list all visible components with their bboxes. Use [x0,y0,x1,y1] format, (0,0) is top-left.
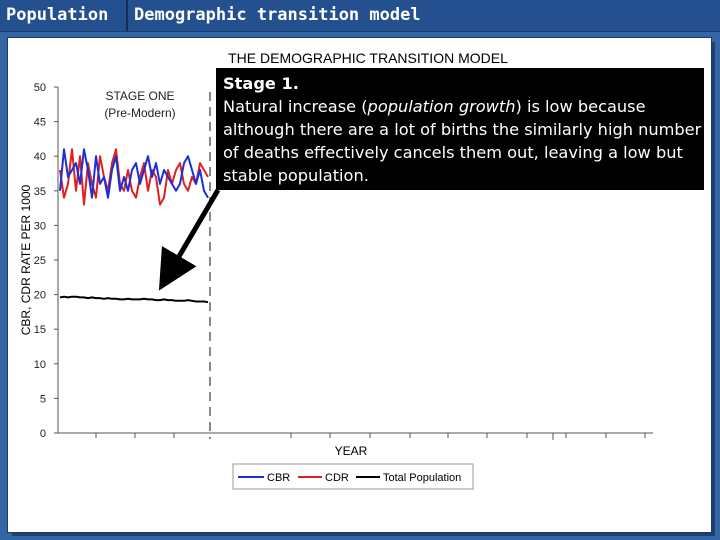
legend-label-cdr: CDR [325,472,349,484]
y-tick-label: 25 [34,255,46,267]
stage-one-callout: Stage 1. Natural increase (population gr… [216,68,704,190]
header-divider [126,0,128,31]
slide-title: Demographic transition model [134,5,421,25]
y-tick-label: 40 [34,151,46,163]
callout-text-end: ) is low because although there are a lo… [223,97,702,185]
chart-title: THE DEMOGRAPHIC TRANSITION MODEL [228,50,508,66]
legend-label-total-population: Total Population [383,472,461,484]
total-population-line [59,295,209,304]
stage-label: STAGE ONE [105,89,174,103]
legend-label-cbr: CBR [267,472,290,484]
section-label: Population [6,5,109,25]
y-tick-label: 10 [34,359,46,371]
callout-body: Natural increase (population growth) is … [223,95,704,187]
title-bar: Population Demographic transition model [0,0,720,32]
callout-title: Stage 1. [223,74,299,93]
callout-text-italic: population growth [367,97,516,116]
y-tick-label: 5 [40,393,46,405]
y-tick-label: 50 [34,82,46,94]
y-tick-label: 0 [40,428,46,440]
y-tick-label: 45 [34,117,46,129]
cbr-line [59,148,209,199]
y-axis-label: CBR, CDR RATE PER 1000 [19,184,33,335]
callout-text-start: Natural increase ( [223,97,368,116]
x-axis-label: YEAR [335,444,368,458]
y-tick-label: 35 [34,186,46,198]
legend-box [232,463,474,490]
y-tick-label: 20 [34,290,46,302]
callout-arrow [158,188,221,291]
cdr-line [59,148,209,206]
stage-sublabel: (Pre-Modern) [104,106,175,120]
y-tick-label: 30 [34,220,46,232]
y-tick-label: 15 [34,324,46,336]
